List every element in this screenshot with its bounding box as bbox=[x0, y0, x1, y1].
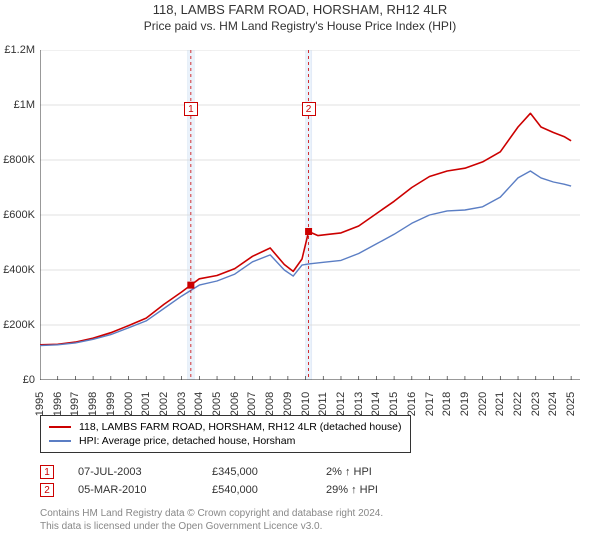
transaction-price: £540,000 bbox=[212, 484, 302, 496]
transaction-price: £345,000 bbox=[212, 466, 302, 478]
plot-svg bbox=[40, 50, 580, 380]
footnote: Contains HM Land Registry data © Crown c… bbox=[40, 507, 580, 533]
y-tick-label: £600K bbox=[3, 209, 35, 221]
chart-container: 118, LAMBS FARM ROAD, HORSHAM, RH12 4LR … bbox=[0, 0, 600, 560]
transaction-date: 05-MAR-2010 bbox=[78, 484, 188, 496]
transaction-row-2: 2 05-MAR-2010 £540,000 29% ↑ HPI bbox=[40, 481, 580, 499]
transaction-delta: 29% ↑ HPI bbox=[326, 484, 378, 496]
footnote-line-2: This data is licensed under the Open Gov… bbox=[40, 520, 580, 533]
transaction-table: 1 07-JUL-2003 £345,000 2% ↑ HPI 2 05-MAR-2010… bbox=[40, 463, 580, 499]
y-tick-label: £800K bbox=[3, 154, 35, 166]
transaction-marker: 2 bbox=[40, 483, 54, 497]
transaction-marker: 1 bbox=[40, 465, 54, 479]
chart-area: £0£200K£400K£600K£800K£1M£1.2M 199519961… bbox=[40, 50, 580, 380]
legend-box: 118, LAMBS FARM ROAD, HORSHAM, RH12 4LR … bbox=[40, 415, 411, 453]
y-tick-label: £1.2M bbox=[4, 44, 35, 56]
legend-swatch bbox=[49, 426, 71, 428]
y-tick-label: £400K bbox=[3, 264, 35, 276]
title-block: 118, LAMBS FARM ROAD, HORSHAM, RH12 4LR … bbox=[0, 0, 600, 33]
sale-marker-2: 2 bbox=[302, 102, 316, 116]
footnote-line-1: Contains HM Land Registry data © Crown c… bbox=[40, 507, 580, 520]
chart-title: 118, LAMBS FARM ROAD, HORSHAM, RH12 4LR bbox=[0, 2, 600, 17]
legend-row-hpi: HPI: Average price, detached house, Hors… bbox=[49, 434, 402, 448]
y-tick-label: £200K bbox=[3, 319, 35, 331]
legend-label: 118, LAMBS FARM ROAD, HORSHAM, RH12 4LR … bbox=[79, 421, 402, 433]
chart-subtitle: Price paid vs. HM Land Registry's House … bbox=[0, 19, 600, 33]
y-tick-label: £1M bbox=[14, 99, 35, 111]
legend-swatch bbox=[49, 440, 71, 442]
transaction-row-1: 1 07-JUL-2003 £345,000 2% ↑ HPI bbox=[40, 463, 580, 481]
transaction-delta: 2% ↑ HPI bbox=[326, 466, 372, 478]
transaction-date: 07-JUL-2003 bbox=[78, 466, 188, 478]
legend-label: HPI: Average price, detached house, Hors… bbox=[79, 435, 295, 447]
sale-marker-1: 1 bbox=[184, 102, 198, 116]
legend-area: 118, LAMBS FARM ROAD, HORSHAM, RH12 4LR … bbox=[40, 415, 580, 533]
legend-row-property: 118, LAMBS FARM ROAD, HORSHAM, RH12 4LR … bbox=[49, 420, 402, 434]
